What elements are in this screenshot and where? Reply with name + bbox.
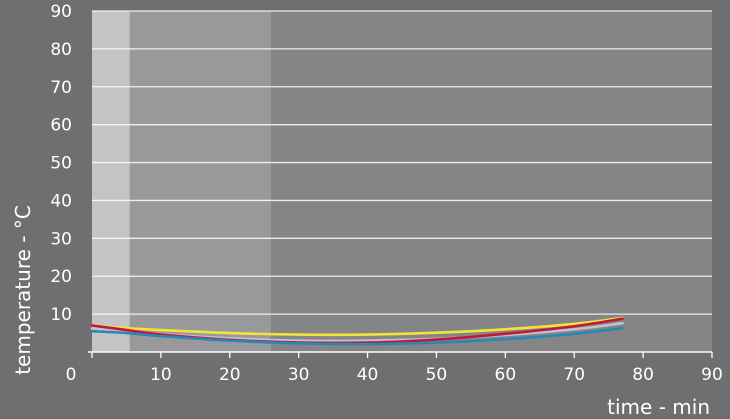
y-tick-label-50: 50	[50, 154, 72, 174]
x-tick-label-60: 60	[495, 365, 517, 385]
series-lines	[90, 316, 624, 346]
x-tick-label-40: 40	[357, 365, 379, 385]
y-tick-label-40: 40	[50, 191, 72, 211]
y-axis-label: temperature - °C	[11, 205, 35, 375]
x-tick-label-20: 20	[219, 365, 241, 385]
x-tick-label-50: 50	[426, 365, 448, 385]
gridlines	[88, 10, 713, 358]
background-band-0	[92, 11, 130, 352]
y-tick-label-90: 90	[50, 2, 72, 22]
y-tick-label-20: 20	[50, 267, 72, 287]
background-band-1	[129, 11, 272, 352]
x-tick-label-90: 90	[701, 365, 723, 385]
x-axis-label: time - min	[607, 395, 710, 419]
y-tick-label-80: 80	[50, 40, 72, 60]
x-tick-label-10: 10	[150, 365, 172, 385]
series-line-0	[90, 316, 624, 337]
x-tick-label-30: 30	[288, 365, 310, 385]
x-tick-labels: 0 10 20 30 40 50 60 70 80 90	[66, 365, 723, 385]
y-tick-label-30: 30	[50, 229, 72, 249]
x-tick-label-80: 80	[632, 365, 654, 385]
x-tick-label-0: 0	[66, 365, 77, 385]
y-tick-label-60: 60	[50, 116, 72, 136]
series-line-3	[90, 326, 624, 346]
y-tick-labels: 10 20 30 40 50 60 70 80 90	[50, 2, 72, 325]
background-bands	[92, 11, 712, 352]
x-tick-label-70: 70	[563, 365, 585, 385]
y-tick-label-10: 10	[50, 305, 72, 325]
background-band-2	[271, 11, 712, 352]
y-tick-label-70: 70	[50, 78, 72, 98]
